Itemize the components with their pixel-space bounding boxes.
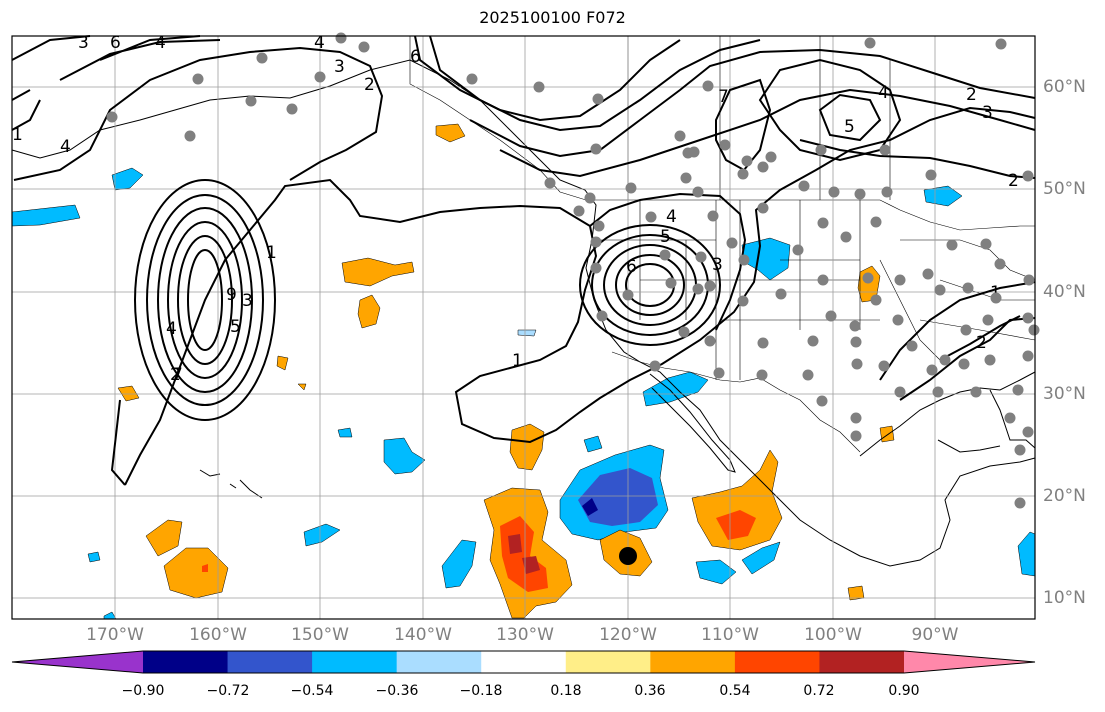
lat-label: 20°N bbox=[1043, 486, 1086, 506]
contour-label: 2 bbox=[966, 85, 977, 105]
colorbar-tick-label: 0.90 bbox=[888, 683, 920, 699]
colorbar-segment bbox=[481, 651, 567, 673]
shading-layer bbox=[11, 123, 1036, 620]
colorbar-outline bbox=[11, 650, 1036, 674]
contour-label: 6 bbox=[110, 33, 121, 53]
lon-label: 160°W bbox=[189, 625, 247, 645]
contour-label: 5 bbox=[230, 317, 241, 337]
colorbar-segment bbox=[227, 651, 313, 673]
contour-label: 2 bbox=[170, 365, 181, 385]
colorbar-tick-label: 0.18 bbox=[550, 683, 582, 699]
colorbar-tick-label: 0.36 bbox=[634, 683, 666, 699]
lat-label: 60°N bbox=[1043, 77, 1086, 97]
contour-label: 2 bbox=[976, 333, 987, 353]
colorbar-segment bbox=[734, 651, 820, 673]
colorbar-segment bbox=[143, 651, 229, 673]
storm-center-marker bbox=[619, 547, 637, 565]
contour-label: 6 bbox=[626, 257, 637, 277]
contour-label: 1 bbox=[12, 125, 23, 145]
contour-label: 5 bbox=[660, 227, 671, 247]
colorbar-tick-label: −0.36 bbox=[375, 683, 419, 699]
lat-label: 50°N bbox=[1043, 179, 1086, 199]
colorbar-extend-low bbox=[12, 651, 143, 673]
contour-label: 4 bbox=[166, 319, 177, 339]
lon-label: 120°W bbox=[599, 625, 657, 645]
colorbar-segment bbox=[396, 651, 482, 673]
contour-label: 4 bbox=[878, 83, 889, 103]
contour-lines bbox=[11, 35, 1036, 486]
lon-label: 130°W bbox=[496, 625, 554, 645]
contour-label: 5 bbox=[844, 117, 855, 137]
colorbar-extend-high bbox=[904, 651, 1035, 673]
contour-label: 2 bbox=[1008, 171, 1019, 191]
contour-label: 3 bbox=[712, 255, 723, 275]
lon-label: 150°W bbox=[291, 625, 349, 645]
contour-label: 4 bbox=[666, 207, 677, 227]
contour-label: 2 bbox=[364, 75, 375, 95]
colorbar-segment bbox=[819, 651, 905, 673]
lon-label: 170°W bbox=[86, 625, 144, 645]
gridlines bbox=[12, 36, 1035, 619]
lat-label: 30°N bbox=[1043, 384, 1086, 404]
contour-label: 6 bbox=[410, 47, 421, 67]
station-dots bbox=[106, 32, 1040, 509]
colorbar-tick-label: −0.18 bbox=[459, 683, 503, 699]
map-border bbox=[11, 35, 1036, 620]
contour-label: 7 bbox=[718, 87, 729, 107]
lon-label: 140°W bbox=[394, 625, 452, 645]
colorbar-tick-label: −0.54 bbox=[290, 683, 334, 699]
contour-label: 9 bbox=[226, 285, 237, 305]
map-title: 2025100100 F072 bbox=[479, 8, 626, 27]
lat-label: 10°N bbox=[1043, 588, 1086, 608]
contour-label: 3 bbox=[334, 57, 345, 77]
colorbar bbox=[11, 650, 1036, 674]
contour-label: 4 bbox=[60, 137, 71, 157]
contour-label: 1 bbox=[266, 243, 277, 263]
lon-label: 110°W bbox=[701, 625, 759, 645]
contour-label: 3 bbox=[242, 291, 253, 311]
colorbar-tick-label: 0.72 bbox=[803, 683, 835, 699]
contour-label: 4 bbox=[314, 33, 325, 53]
contour-label: 4 bbox=[155, 33, 166, 53]
contour-label: 3 bbox=[982, 103, 993, 123]
colorbar-segment bbox=[650, 651, 736, 673]
colorbar-tick-label: 0.54 bbox=[719, 683, 751, 699]
colorbar-segment bbox=[312, 651, 398, 673]
lat-label: 40°N bbox=[1043, 282, 1086, 302]
colorbar-tick-label: −0.72 bbox=[206, 683, 250, 699]
contour-label: 1 bbox=[512, 351, 523, 371]
colorbar-tick-label: −0.90 bbox=[121, 683, 165, 699]
contour-label: 7 bbox=[172, 365, 183, 385]
colorbar-segment bbox=[565, 651, 651, 673]
lon-label: 90°W bbox=[911, 625, 959, 645]
contour-label: 3 bbox=[78, 33, 89, 53]
lon-label: 100°W bbox=[804, 625, 862, 645]
